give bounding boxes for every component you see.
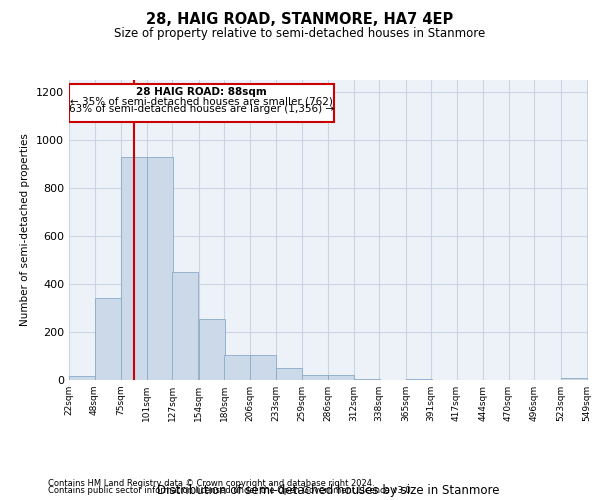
Text: 28, HAIG ROAD, STANMORE, HA7 4EP: 28, HAIG ROAD, STANMORE, HA7 4EP (146, 12, 454, 28)
Text: 28 HAIG ROAD: 88sqm: 28 HAIG ROAD: 88sqm (136, 87, 267, 97)
Text: ← 35% of semi-detached houses are smaller (762): ← 35% of semi-detached houses are smalle… (70, 96, 333, 106)
Text: Contains HM Land Registry data © Crown copyright and database right 2024.: Contains HM Land Registry data © Crown c… (48, 478, 374, 488)
Bar (172, 272, 199, 380)
Text: Size of property relative to semi-detached houses in Stanmore: Size of property relative to semi-detach… (115, 28, 485, 40)
Bar (224, 356, 250, 380)
Bar (328, 374, 355, 380)
Bar (69, 376, 95, 380)
Bar (146, 157, 173, 380)
Bar (302, 374, 328, 380)
Text: Contains public sector information licensed under the Open Government Licence v3: Contains public sector information licen… (48, 486, 413, 495)
Bar (276, 368, 302, 380)
Bar (353, 379, 380, 380)
Bar (250, 356, 276, 380)
FancyBboxPatch shape (69, 84, 334, 122)
Bar (406, 379, 432, 380)
Y-axis label: Number of semi-detached properties: Number of semi-detached properties (20, 134, 31, 326)
Bar (199, 319, 225, 380)
Bar (560, 378, 587, 380)
Text: 63% of semi-detached houses are larger (1,356) →: 63% of semi-detached houses are larger (… (69, 104, 334, 115)
Bar (121, 157, 148, 380)
Bar (95, 298, 121, 380)
X-axis label: Distribution of semi-detached houses by size in Stanmore: Distribution of semi-detached houses by … (157, 484, 500, 496)
